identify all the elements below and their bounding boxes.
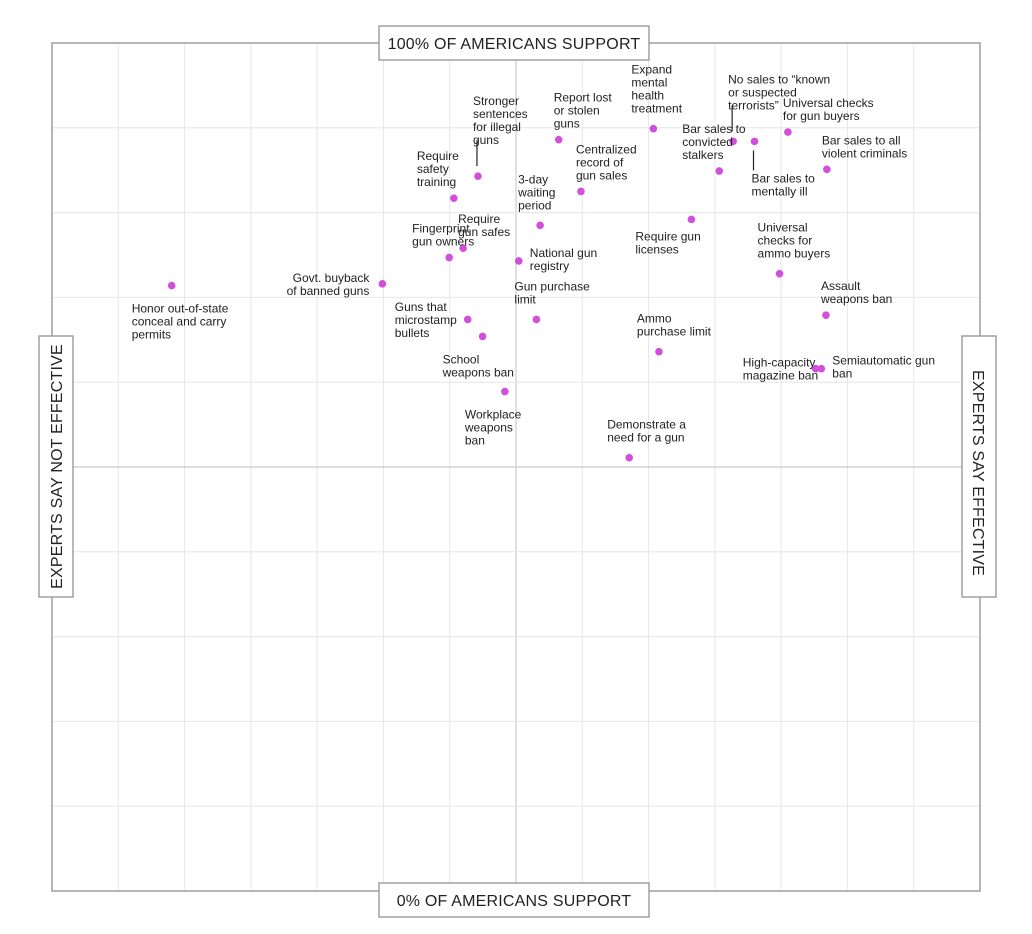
point-honor-out-of-state	[167, 281, 176, 290]
label-semiautomatic-gun-ban: Semiautomatic gun ban	[832, 354, 935, 381]
point-require-gun-licenses	[687, 215, 696, 224]
label-require-safety-training: Require safety training	[417, 149, 459, 189]
point-no-sales-terrorists	[729, 137, 737, 146]
left-axis-label: EXPERTS SAY NOT EFFECTIVE	[49, 344, 66, 589]
label-no-sales-terrorists: No sales to “known or suspected terrorists…	[728, 72, 830, 112]
label-gun-purchase-limit: Gun purchase limit	[514, 279, 590, 306]
top-axis-label-box: 100% OF AMERICANS SUPPORT	[378, 25, 650, 61]
point-semiautomatic-gun-ban	[817, 364, 826, 373]
point-centralized-record	[577, 187, 585, 196]
label-bar-sales-violent-criminals: Bar sales to all violent criminals	[822, 133, 907, 160]
label-require-gun-safes: Require gun safes	[458, 212, 510, 239]
label-honor-out-of-state: Honor out-of-state conceal and carry permi…	[132, 302, 229, 342]
point-bar-sales-convicted-stalkers	[715, 167, 724, 175]
label-universal-checks-gun-buyers: Universal checks for gun buyers	[783, 96, 874, 123]
label-bar-sales-mentally-ill: Bar sales to mentally ill	[751, 171, 815, 198]
left-axis-label-box: EXPERTS SAY NOT EFFECTIVE	[38, 335, 74, 598]
label-school-weapons-ban: School weapons ban	[442, 352, 514, 379]
label-fingerprint-gun-owners: Fingerprint gun owners	[412, 222, 474, 249]
label-three-day-waiting-period: 3-day waiting period	[517, 172, 555, 212]
point-school-weapons-ban	[478, 332, 487, 341]
point-guns-that-microstamp	[463, 315, 472, 324]
right-axis-label-box: EXPERTS SAY EFFECTIVE	[961, 335, 997, 598]
bottom-axis-label-box: 0% OF AMERICANS SUPPORT	[378, 882, 650, 918]
label-workplace-weapons-ban: Workplace weapons ban	[464, 408, 522, 448]
point-workplace-weapons-ban	[501, 387, 509, 396]
point-require-gun-safes	[459, 244, 467, 253]
point-national-gun-registry	[514, 257, 523, 265]
point-universal-checks-ammo	[775, 269, 784, 278]
bottom-axis-label: 0% OF AMERICANS SUPPORT	[397, 893, 632, 910]
point-assault-weapons-ban	[822, 311, 830, 320]
grid-lines	[52, 43, 980, 891]
label-assault-weapons-ban: Assault weapons ban	[820, 279, 892, 306]
data-points	[167, 124, 831, 462]
point-demonstrate-need	[625, 453, 634, 462]
label-high-capacity-magazine-ban: High-capacity magazine ban	[743, 356, 818, 383]
label-ammo-purchase-limit: Ammo purchase limit	[637, 312, 712, 339]
point-fingerprint-gun-owners	[445, 253, 453, 262]
top-axis-label: 100% OF AMERICANS SUPPORT	[388, 36, 641, 53]
label-bar-sales-convicted-stalkers: Bar sales to convicted stalkers	[682, 122, 746, 162]
point-bar-sales-mentally-ill	[750, 137, 759, 146]
point-ammo-purchase-limit	[655, 347, 663, 356]
right-axis-label: EXPERTS SAY EFFECTIVE	[969, 370, 986, 576]
label-national-gun-registry: National gun registry	[530, 246, 597, 273]
data-labels: Honor out-of-state conceal and carry permi…	[132, 63, 935, 448]
label-report-lost-stolen: Report lost or stolen guns	[554, 91, 613, 131]
point-report-lost-stolen	[554, 135, 563, 144]
point-three-day-waiting-period	[536, 221, 544, 230]
point-govt-buyback	[378, 280, 387, 288]
point-universal-checks-gun-buyers	[784, 128, 792, 136]
label-demonstrate-need: Demonstrate a need for a gun	[607, 418, 686, 445]
point-expand-mental-health	[649, 124, 658, 133]
point-gun-purchase-limit	[532, 315, 541, 324]
label-centralized-record: Centralized record of gun sales	[576, 142, 637, 182]
point-high-capacity-magazine-ban	[811, 364, 820, 373]
label-universal-checks-ammo: Universal checks for ammo buyers	[758, 221, 831, 261]
point-stronger-sentences	[474, 172, 482, 180]
point-require-safety-training	[450, 194, 458, 202]
label-govt-buyback: Govt. buyback of banned guns	[287, 271, 371, 298]
label-expand-mental-health: Expand mental health treatment	[631, 63, 682, 116]
label-guns-that-microstamp: Guns that microstamp bullets	[395, 300, 457, 340]
label-stronger-sentences: Stronger sentences for illegal guns	[473, 94, 528, 147]
point-bar-sales-violent-criminals	[823, 165, 831, 174]
label-require-gun-licenses: Require gun licenses	[635, 229, 700, 256]
